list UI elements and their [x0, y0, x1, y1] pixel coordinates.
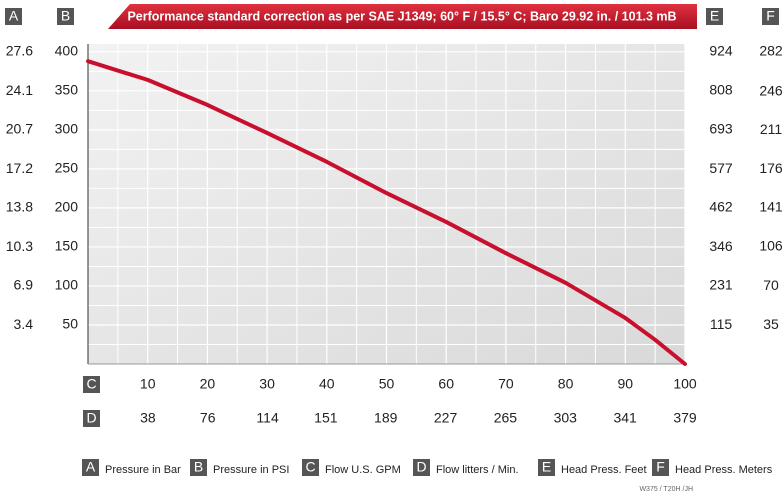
y-tick-label: 400	[55, 43, 79, 59]
y2-tick-label: 10.3	[6, 238, 33, 254]
axis-badge-letter: C	[305, 459, 315, 475]
y2-tick-label: 282	[759, 43, 783, 59]
axis-badge-letter: E	[710, 8, 719, 24]
y2-tick-label: 246	[759, 82, 783, 98]
x2-tick-label: 265	[494, 410, 518, 426]
y-tick-label: 200	[55, 199, 79, 215]
x-tick-label: 10	[140, 376, 156, 392]
axis-badge-letter: F	[766, 8, 775, 24]
x-tick-label: 40	[319, 376, 335, 392]
y2-tick-label: 346	[709, 238, 733, 254]
y-tick-label: 350	[55, 82, 79, 98]
x-tick-label: 70	[498, 376, 514, 392]
y2-tick-label: 693	[709, 121, 733, 137]
y2-tick-label: 231	[709, 277, 733, 293]
axis-badge-letter: B	[61, 8, 70, 24]
axis-badge	[652, 459, 669, 476]
x-tick-label: 50	[379, 376, 395, 392]
x2-tick-label: 303	[554, 410, 578, 426]
axis-badge	[5, 8, 22, 25]
axis-badge-letter: F	[656, 459, 665, 475]
x-tick-label: 90	[618, 376, 634, 392]
chart-title: Performance standard correction as per S…	[127, 9, 676, 23]
y2-tick-label: 6.9	[14, 277, 34, 293]
axis-badge-letter: C	[86, 376, 96, 392]
x2-tick-label: 38	[140, 410, 156, 426]
legend-label: Pressure in Bar	[105, 464, 181, 476]
legend-label: Head Press. Meters	[675, 464, 773, 476]
y2-tick-label: 35	[763, 316, 779, 332]
legend-label: Head Press. Feet	[561, 464, 647, 476]
y-tick-label: 100	[55, 277, 79, 293]
legend-label: Pressure in PSI	[213, 464, 289, 476]
axis-badge-letter: B	[194, 459, 203, 475]
axis-badge	[57, 8, 74, 25]
legend-label: Flow U.S. GPM	[325, 464, 401, 476]
x2-tick-label: 227	[434, 410, 458, 426]
line-series	[86, 59, 687, 366]
axis-badge-letter: A	[86, 459, 96, 475]
x2-tick-label: 114	[256, 410, 279, 426]
y2-tick-label: 17.2	[6, 160, 33, 176]
axis-badge	[82, 459, 99, 476]
legend-label: Flow litters / Min.	[436, 464, 519, 476]
y2-tick-label: 70	[763, 277, 779, 293]
y2-tick-label: 20.7	[6, 121, 33, 137]
x-tick-label: 30	[259, 376, 275, 392]
x2-tick-label: 189	[374, 410, 398, 426]
axis-badge	[762, 8, 779, 25]
axis-badge	[83, 376, 100, 393]
axis-badge	[83, 410, 100, 427]
axis-badge	[302, 459, 319, 476]
y2-tick-label: 106	[759, 237, 783, 253]
axis-badge	[706, 8, 723, 25]
y2-tick-label: 27.6	[6, 43, 33, 59]
y2-tick-label: 141	[759, 199, 783, 215]
y2-tick-label: 211	[760, 121, 783, 137]
x-tick-label: 60	[438, 376, 454, 392]
axis-badge-letter: E	[542, 459, 551, 475]
axis-badge	[190, 459, 207, 476]
y2-tick-label: 462	[709, 199, 733, 215]
y2-tick-label: 3.4	[14, 316, 34, 332]
x2-tick-label: 341	[613, 410, 637, 426]
x-tick-label: 80	[558, 376, 574, 392]
y2-tick-label: 176	[759, 160, 783, 176]
x-tick-label: 100	[673, 376, 697, 392]
x2-tick-label: 379	[673, 410, 697, 426]
y2-tick-label: 115	[710, 316, 733, 332]
y2-tick-label: 808	[709, 82, 733, 98]
title-banner	[108, 4, 697, 29]
axis-badge	[538, 459, 555, 476]
axis-badge-letter: D	[86, 410, 96, 426]
y2-tick-label: 577	[709, 160, 733, 176]
x-tick-label: 20	[200, 376, 216, 392]
axis-badge	[413, 459, 430, 476]
y2-tick-label: 24.1	[6, 82, 33, 98]
x2-tick-label: 151	[314, 410, 338, 426]
y-tick-label: 50	[62, 316, 78, 332]
x2-tick-label: 76	[200, 410, 216, 426]
axis-badge-letter: A	[9, 8, 19, 24]
y-tick-label: 300	[55, 121, 79, 137]
axis-badge-letter: D	[416, 459, 426, 475]
y2-tick-label: 13.8	[6, 199, 33, 215]
y2-tick-label: 924	[709, 43, 733, 59]
footnote: W375 / T20H /JH	[639, 486, 693, 493]
y-tick-label: 150	[55, 238, 79, 254]
y-tick-label: 250	[55, 160, 79, 176]
